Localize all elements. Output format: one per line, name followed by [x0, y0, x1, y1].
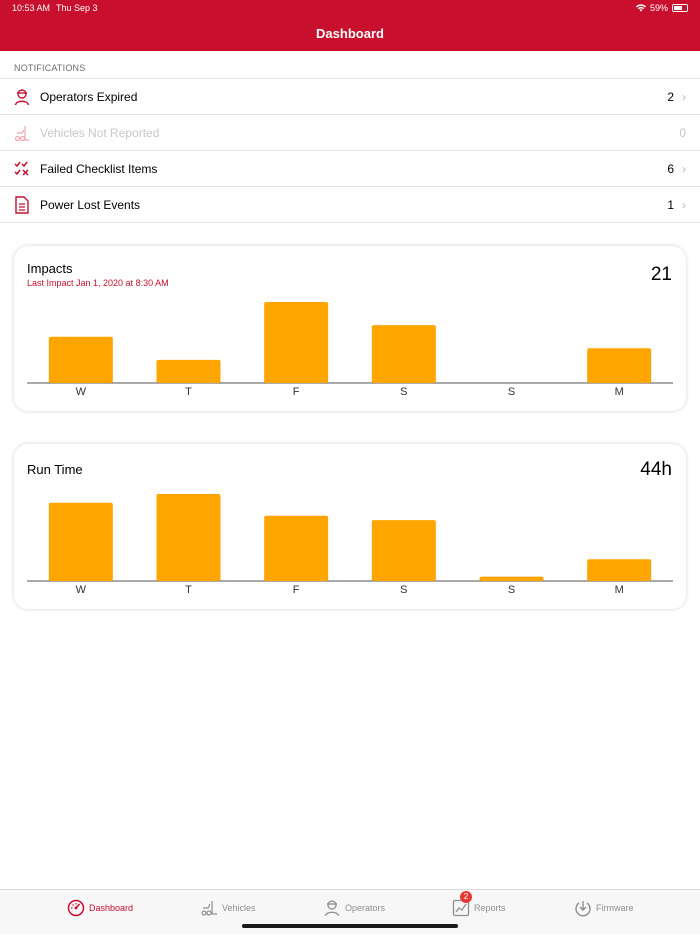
forklift-icon — [201, 901, 217, 916]
document-icon — [15, 196, 29, 214]
reports-badge: 2 — [460, 891, 472, 903]
x-tick-label: F — [293, 584, 300, 596]
x-tick-label: W — [76, 386, 87, 398]
status-time: 10:53 AM — [12, 3, 51, 13]
x-tick-label: S — [508, 584, 515, 596]
notification-label: Power Lost Events — [40, 198, 141, 212]
notification-power-lost[interactable]: Power Lost Events 1 › — [0, 187, 700, 223]
x-tick-label: W — [76, 584, 87, 596]
bar — [587, 348, 652, 383]
status-date: Thu Sep 3 — [56, 3, 98, 13]
notification-failed-checklist[interactable]: Failed Checklist Items 6 › — [0, 151, 700, 187]
bar — [479, 576, 544, 581]
chevron-right-icon: › — [682, 161, 686, 176]
divider — [0, 222, 700, 223]
card-subtitle: Last Impact Jan 1, 2020 at 8:30 AM — [27, 278, 169, 288]
notification-count: 6 — [667, 161, 674, 176]
operator-icon — [14, 89, 30, 106]
forklift-icon — [14, 126, 29, 142]
notification-count: 2 — [667, 89, 674, 104]
notification-label: Vehicles Not Reported — [40, 125, 160, 140]
firmware-icon — [575, 901, 591, 917]
bar — [48, 502, 113, 581]
notification-label: Operators Expired — [40, 89, 138, 104]
tab-label: Operators — [345, 903, 386, 913]
bar — [156, 494, 221, 581]
chevron-right-icon: › — [682, 89, 686, 104]
card-title: Run Time — [27, 462, 83, 477]
x-tick-label: S — [508, 386, 515, 398]
status-indicators: 59% — [635, 3, 688, 13]
tab-firmware[interactable]: Firmware — [574, 899, 634, 917]
app-header: 10:53 AM Thu Sep 3 59% Dashboard — [0, 0, 700, 51]
bar — [264, 302, 329, 383]
x-tick-label: S — [400, 584, 407, 596]
battery-icon — [672, 4, 688, 12]
tab-operators[interactable]: Operators — [323, 899, 385, 917]
bar — [156, 359, 221, 383]
impacts-card[interactable]: Impacts Last Impact Jan 1, 2020 at 8:30 … — [14, 246, 686, 411]
bar — [587, 559, 652, 581]
notification-label: Failed Checklist Items — [40, 161, 158, 176]
x-tick-label: T — [185, 584, 192, 596]
x-tick-label: M — [615, 584, 624, 596]
card-title: Impacts — [27, 261, 73, 276]
bar — [371, 520, 436, 581]
checklist-fail-icon — [14, 161, 29, 176]
x-tick-label: T — [185, 386, 192, 398]
x-tick-label: S — [400, 386, 407, 398]
operator-icon — [324, 900, 340, 917]
card-total: 44h — [640, 459, 672, 480]
tab-label: Firmware — [596, 903, 634, 913]
notification-count: 0 — [679, 125, 686, 140]
x-tick-label: M — [615, 386, 624, 398]
x-tick-label: F — [293, 386, 300, 398]
bar — [264, 515, 329, 581]
tab-dashboard[interactable]: Dashboard — [67, 899, 133, 917]
notifications-section-label: NOTIFICATIONS — [14, 63, 86, 73]
bar — [48, 336, 113, 383]
notification-vehicles-not-reported: Vehicles Not Reported 0 — [0, 115, 700, 151]
battery-percent: 59% — [649, 3, 668, 13]
notification-operators-expired[interactable]: Operators Expired 2 › — [0, 79, 700, 115]
bar — [371, 325, 436, 383]
tab-reports[interactable]: 2 Reports — [452, 891, 506, 917]
tab-label: Vehicles — [222, 903, 256, 913]
page-title: Dashboard — [316, 26, 384, 41]
home-indicator — [242, 924, 458, 928]
tab-label: Reports — [474, 903, 506, 913]
card-total: 21 — [650, 264, 672, 285]
runtime-card[interactable]: Run Time 44h W T F S S M — [14, 444, 686, 609]
tab-vehicles[interactable]: Vehicles — [200, 899, 256, 917]
notification-count: 1 — [667, 198, 674, 212]
speedometer-icon — [67, 899, 85, 917]
wifi-icon — [635, 4, 646, 12]
notifications-list: Operators Expired 2 › Vehicles Not Repor… — [0, 78, 700, 223]
chevron-right-icon: › — [682, 198, 686, 212]
tab-label: Dashboard — [89, 903, 134, 913]
